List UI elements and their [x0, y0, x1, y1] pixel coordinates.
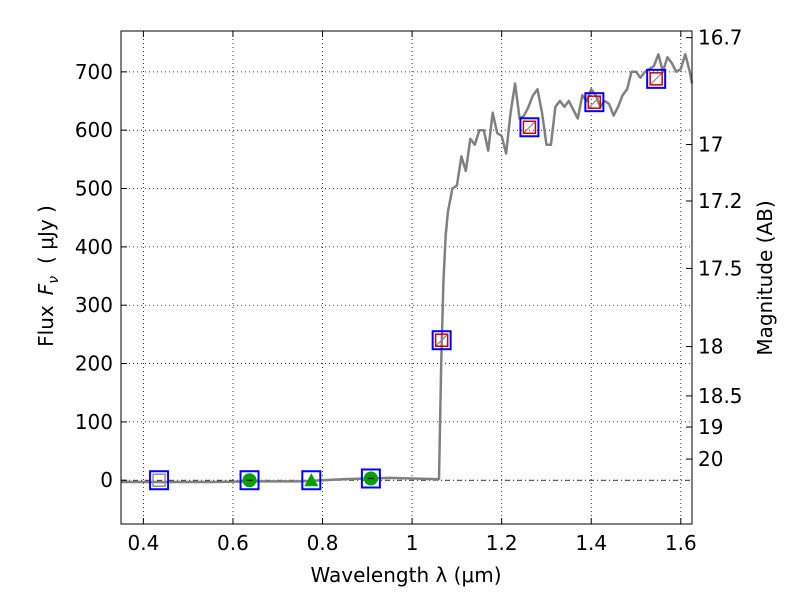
inner-grey-square-marker [152, 473, 166, 487]
y2-tick-label: 19 [698, 415, 723, 439]
plot-frame [120, 30, 693, 525]
x-tick-label: 0.4 [127, 531, 159, 555]
inner-red-square-marker [649, 72, 663, 86]
photometry-square-marker [239, 470, 260, 491]
photometry-square-marker [360, 468, 381, 489]
y-axis-label-symbol: F [34, 283, 58, 295]
y2-axis-label: Magnitude (AB) [753, 200, 777, 355]
y-tick-label: 500 [75, 177, 113, 201]
y2-tick-label: 16.7 [698, 26, 743, 50]
inner-marker-errorbar [650, 73, 662, 85]
x-tick-label: 1.2 [486, 531, 518, 555]
y2-tick-label: 20 [698, 447, 723, 471]
x-tick-label: 0.8 [307, 531, 339, 555]
photometry-square-marker [519, 117, 540, 138]
y-tick-label: 400 [75, 235, 113, 259]
inner-marker-errorbar [436, 334, 448, 346]
photometry-square-marker [431, 330, 452, 351]
photometry-markers [149, 68, 667, 491]
x-tick-label: 0.6 [217, 531, 249, 555]
y-tick-label: 700 [75, 60, 113, 84]
y-tick-label: 300 [75, 293, 113, 317]
y-tick-label: 200 [75, 352, 113, 376]
y2-tick-label: 17.2 [698, 189, 743, 213]
inner-marker-errorbar [524, 121, 535, 133]
y-axis-label-unit: ( μJy ) [34, 205, 58, 264]
inner-red-square-marker [434, 333, 449, 347]
y2-tick-label: 18 [698, 335, 723, 359]
y-tick-label: 0 [100, 468, 113, 492]
axis-ticks [121, 31, 692, 524]
photometry-square-marker [584, 92, 605, 113]
y2-tick-label: 18.5 [698, 384, 743, 408]
y-tick-label: 600 [75, 118, 113, 142]
y-tick-label: 100 [75, 410, 113, 434]
model-spectrum-line [121, 53, 694, 484]
x-tick-label: 1.6 [665, 531, 697, 555]
y-tick-labels: 0 100 200 300 400 500 600 700 [75, 60, 113, 492]
x-axis-label: Wavelength λ (μm) [310, 563, 501, 587]
model-spectrum [121, 53, 694, 484]
x-tick-labels: 0.4 0.6 0.8 1 1.2 1.4 1.6 [127, 531, 696, 555]
photometry-square-marker [301, 470, 322, 491]
y2-tick-labels: 16.7 17 17.2 17.5 18 18.5 19 20 [698, 26, 743, 471]
inner-red-square-marker [587, 95, 602, 109]
y-axis-label-prefix: Flux [34, 305, 58, 347]
x-tick-label: 1 [406, 531, 419, 555]
photometry-square-marker [646, 68, 667, 89]
y-axis-label-subscript: ν [46, 276, 62, 284]
inner-green-triangle-marker [304, 473, 319, 487]
photometry-square-marker [149, 470, 170, 491]
inner-marker-errorbar [588, 96, 600, 108]
x-tick-label: 1.4 [575, 531, 607, 555]
y-axis-label: Flux Fν ( μJy ) [34, 205, 62, 347]
y2-tick-label: 17 [698, 132, 723, 156]
y2-tick-label: 17.5 [698, 256, 743, 280]
inner-red-square-marker [522, 120, 537, 135]
